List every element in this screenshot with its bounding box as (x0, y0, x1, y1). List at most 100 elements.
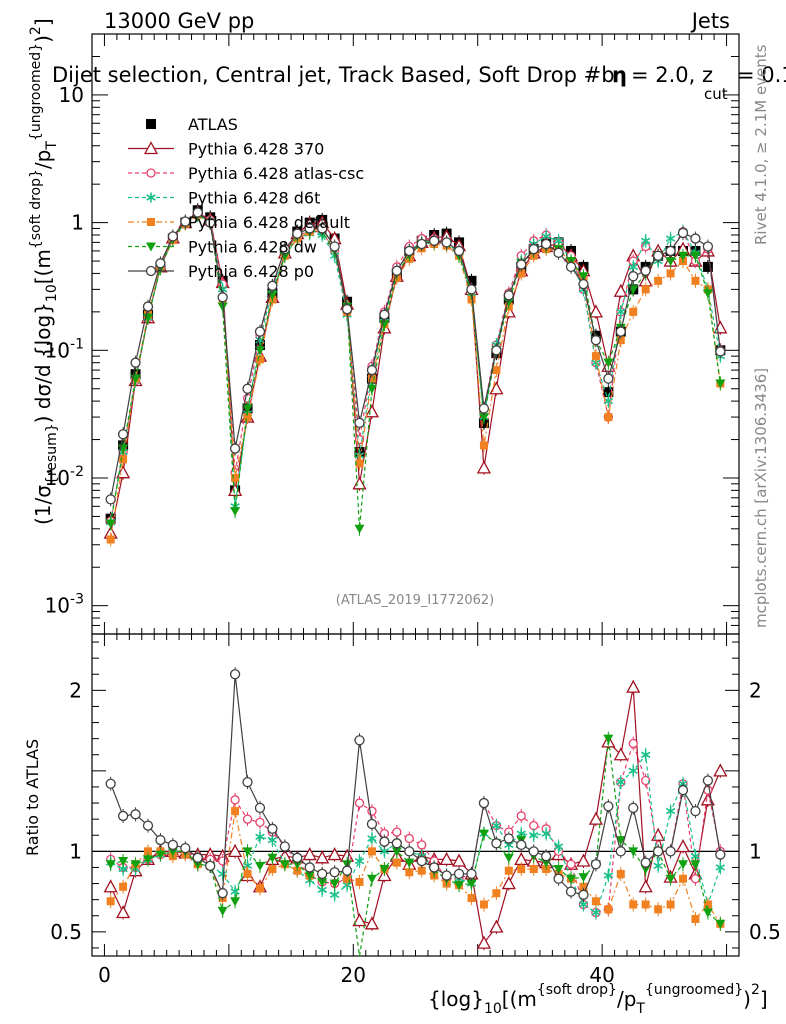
data-point-p0 (441, 870, 452, 881)
series-line-p370 (110, 686, 721, 945)
data-point-p0 (466, 284, 477, 295)
data-point-dw (354, 524, 365, 534)
asterisk-stroke (367, 835, 377, 842)
data-point-dw (304, 871, 315, 881)
ratio-y-tick-label: 0.5 (50, 920, 82, 944)
data-point-p0 (478, 797, 490, 809)
legend-entry-atlascsc: Pythia 6.428 atlas-csc (128, 164, 364, 183)
data-point-dw (155, 850, 166, 860)
chart-title: Dijet selection, Central jet, Track Base… (52, 63, 786, 103)
data-point-p370 (638, 879, 653, 893)
data-point-p0 (540, 851, 552, 862)
data-point-atlascsc (392, 827, 402, 837)
asterisk-stroke (541, 830, 551, 837)
data-point-p0 (341, 304, 353, 315)
asterisk-stroke (255, 833, 265, 841)
data-point-d6t (665, 233, 676, 244)
data-point-default (616, 336, 625, 345)
asterisk-stroke (603, 397, 614, 405)
data-point-default (579, 882, 588, 891)
asterisk-stroke (603, 872, 614, 879)
data-point-default (629, 900, 638, 909)
data-point-dw (665, 874, 676, 884)
data-point-dw (553, 865, 564, 875)
series-dw (105, 731, 726, 957)
data-point-dw (715, 379, 726, 389)
data-point-p0 (665, 846, 676, 857)
data-point-default (591, 897, 600, 906)
data-point-p0 (267, 280, 278, 291)
data-point-d6t (591, 907, 601, 918)
data-point-p0 (117, 429, 129, 440)
data-point-p0 (516, 839, 527, 851)
zcut-value: = 0.1 (737, 63, 786, 87)
data-point-default (479, 441, 488, 450)
data-point-p0 (715, 849, 726, 860)
legend-marker-atlas (146, 119, 156, 129)
data-point-default (641, 285, 650, 294)
data-point-default (355, 459, 364, 468)
data-point-default (119, 455, 128, 464)
data-point-p0 (304, 223, 315, 234)
legend-label: Pythia 6.428 dw (188, 238, 317, 257)
data-point-dw (466, 879, 477, 889)
main-series (103, 203, 728, 547)
data-point-p0 (404, 245, 415, 257)
data-point-p0 (105, 494, 116, 505)
main-ylabel-text: (1/σ{resum}) dσ/d {log}10[(m{soft drop}/… (28, 18, 60, 525)
data-point-p0 (491, 345, 502, 356)
data-point-dw (230, 897, 241, 907)
data-point-p0 (528, 243, 539, 255)
data-point-d6t (640, 235, 651, 246)
data-point-dw (478, 413, 489, 423)
data-point-default (654, 905, 663, 914)
data-point-d6t (528, 830, 539, 841)
data-point-default (255, 355, 264, 364)
data-point-p0 (404, 846, 415, 857)
data-point-default (517, 865, 526, 874)
data-point-d6t (367, 833, 377, 844)
ratio-y-tick-label-right: 2 (749, 678, 762, 702)
data-point-dw (242, 847, 253, 857)
data-point-p0 (229, 669, 241, 680)
data-point-p0 (702, 241, 714, 252)
data-point-d6t (616, 777, 626, 788)
y-tick-label: 10-1 (45, 336, 84, 362)
series-default (106, 804, 725, 931)
data-point-p0 (615, 846, 626, 857)
legend-entry-d6t: Pythia 6.428 d6t (128, 189, 320, 208)
data-point-p370 (476, 935, 492, 949)
data-point-p370 (588, 304, 604, 318)
asterisk-stroke (640, 751, 651, 758)
data-point-dw (615, 836, 626, 846)
data-point-dw (603, 734, 614, 744)
data-point-p0 (640, 265, 651, 276)
data-point-p0 (329, 241, 340, 252)
data-point-dw (702, 908, 713, 918)
data-point-p0 (528, 846, 539, 857)
data-point-p0 (205, 217, 216, 228)
data-point-atlascsc (516, 811, 526, 821)
y-tick-label: 10-3 (45, 592, 84, 618)
data-point-dw (366, 874, 377, 884)
data-point-atlascsc (354, 798, 365, 808)
data-point-p0 (167, 839, 179, 851)
asterisk-stroke (553, 843, 564, 850)
data-point-default (405, 868, 414, 877)
data-point-p0 (130, 809, 141, 820)
legend-label: Pythia 6.428 default (188, 213, 350, 232)
data-point-dw (628, 847, 639, 857)
data-point-dw (690, 251, 701, 261)
legend-marker-p0 (145, 265, 157, 277)
data-point-atlascsc (417, 840, 427, 850)
data-point-dw (105, 860, 116, 870)
asterisk-stroke (665, 235, 676, 242)
data-point-atlascsc (641, 775, 651, 786)
process-label: Jets (690, 9, 730, 33)
data-point-default (666, 900, 675, 909)
data-point-p370 (489, 919, 504, 933)
asterisk-stroke (578, 901, 589, 908)
data-point-dw (678, 860, 689, 870)
data-point-p0 (192, 207, 203, 218)
asterisk-stroke (267, 836, 278, 844)
